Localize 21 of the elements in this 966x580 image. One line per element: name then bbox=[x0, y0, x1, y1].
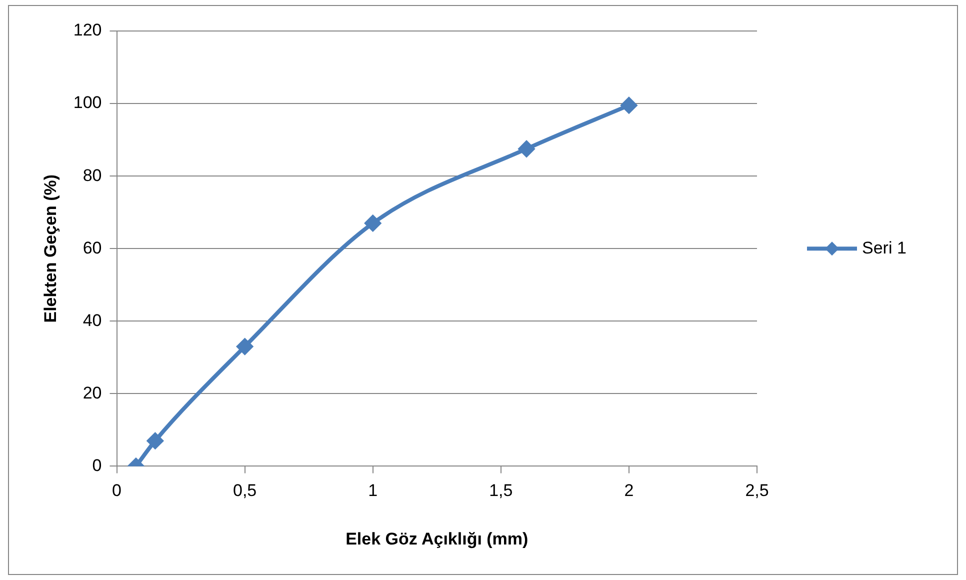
point bbox=[518, 140, 535, 157]
x-tick-label: 0 bbox=[112, 481, 122, 500]
x-axis-title: Elek Göz Açıklığı (mm) bbox=[346, 529, 528, 548]
point bbox=[236, 338, 253, 355]
x-tick-label: 1,5 bbox=[489, 481, 513, 500]
y-tick-label: 100 bbox=[73, 93, 102, 112]
x-tick-label: 2 bbox=[624, 481, 634, 500]
y-tick-label: 80 bbox=[82, 166, 102, 185]
legend-label: Seri 1 bbox=[862, 238, 906, 258]
x-tick-label: 1 bbox=[368, 481, 378, 500]
y-tick-label: 20 bbox=[82, 383, 102, 402]
y-tick-label: 0 bbox=[92, 456, 102, 475]
y-axis-title: Elekten Geçen (%) bbox=[40, 174, 60, 323]
point bbox=[364, 215, 381, 232]
point bbox=[620, 97, 637, 114]
y-tick-label: 120 bbox=[73, 20, 102, 40]
y-tick-label: 40 bbox=[82, 310, 102, 330]
point bbox=[147, 432, 164, 449]
y-tick-label: 60 bbox=[82, 238, 102, 258]
x-tick-label: 0,5 bbox=[232, 481, 257, 500]
x-tick-label: 2,5 bbox=[745, 481, 769, 500]
